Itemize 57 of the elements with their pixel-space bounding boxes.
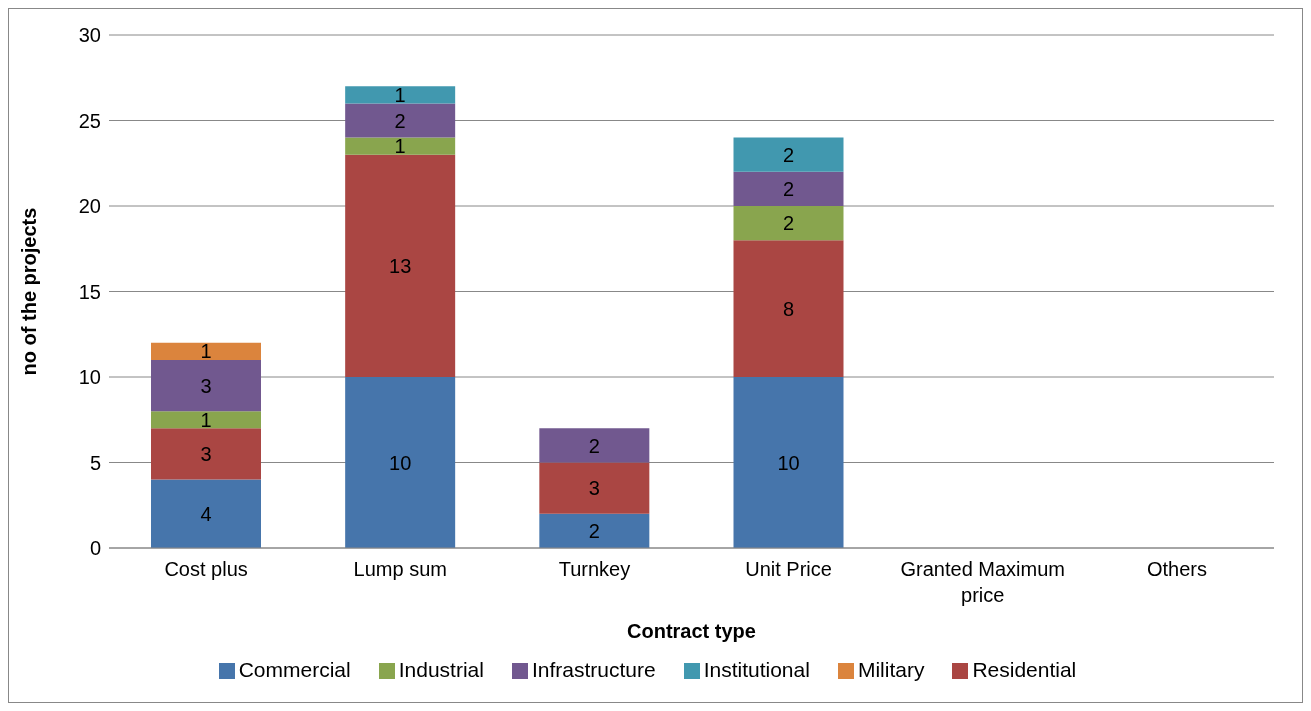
data-label: 2 bbox=[588, 434, 600, 457]
bar bbox=[151, 428, 261, 480]
legend-label: Commercial bbox=[238, 658, 351, 681]
bar bbox=[733, 137, 844, 172]
y-tick-label: 20 bbox=[78, 195, 101, 218]
data-label: 2 bbox=[588, 520, 600, 542]
bar bbox=[151, 411, 261, 429]
data-label: 2 bbox=[782, 178, 795, 200]
bar bbox=[733, 171, 844, 206]
x-tick-label: Unit Price bbox=[745, 558, 832, 580]
data-label: 1 bbox=[394, 83, 406, 106]
data-label: 8 bbox=[782, 297, 795, 320]
bar bbox=[539, 428, 650, 463]
bar bbox=[151, 359, 261, 412]
bar bbox=[151, 479, 261, 548]
data-label: 4 bbox=[200, 502, 212, 525]
y-tick-label: 30 bbox=[78, 24, 101, 47]
data-label: 13 bbox=[389, 254, 412, 277]
bar bbox=[151, 342, 261, 360]
data-label: 2 bbox=[782, 143, 795, 166]
x-tick-label: Granted Maximum price bbox=[900, 558, 1065, 606]
bar bbox=[345, 103, 456, 138]
bar bbox=[733, 240, 844, 377]
x-tick-label: Lump sum bbox=[353, 558, 447, 580]
x-tick-label: Others bbox=[1146, 558, 1207, 580]
y-tick-label: 25 bbox=[78, 109, 101, 132]
bar bbox=[539, 513, 650, 548]
bar bbox=[539, 462, 650, 514]
data-label: 3 bbox=[588, 477, 600, 500]
data-label: 10 bbox=[389, 451, 412, 474]
bar bbox=[345, 86, 456, 104]
legend-label: Infrastructure bbox=[531, 658, 656, 681]
bar bbox=[345, 154, 456, 377]
bar bbox=[345, 137, 456, 155]
data-label: 1 bbox=[394, 135, 406, 158]
data-label: 2 bbox=[394, 109, 406, 132]
bar bbox=[345, 377, 456, 548]
data-label: 3 bbox=[200, 374, 212, 397]
data-label: 2 bbox=[782, 212, 795, 235]
legend-label: Military bbox=[857, 658, 925, 681]
bar bbox=[733, 206, 844, 241]
legend-label: Residential bbox=[972, 658, 1077, 681]
x-axis-title: Contract type bbox=[627, 620, 756, 642]
data-label: 1 bbox=[200, 340, 212, 363]
legend-label: Industrial bbox=[398, 658, 484, 681]
legend-label: Institutional bbox=[703, 658, 810, 681]
y-tick-label: 10 bbox=[78, 366, 101, 389]
data-label: 10 bbox=[777, 451, 800, 474]
y-tick-label: 5 bbox=[89, 451, 101, 474]
y-tick-label: 15 bbox=[78, 280, 101, 303]
y-tick-label: 0 bbox=[89, 537, 101, 560]
x-tick-label: Cost plus bbox=[164, 558, 248, 580]
data-label: 1 bbox=[200, 408, 212, 431]
y-axis-title: no of the projects bbox=[18, 207, 41, 376]
bar bbox=[733, 377, 844, 548]
data-label: 3 bbox=[200, 443, 212, 466]
x-tick-label: Turnkey bbox=[558, 558, 631, 580]
